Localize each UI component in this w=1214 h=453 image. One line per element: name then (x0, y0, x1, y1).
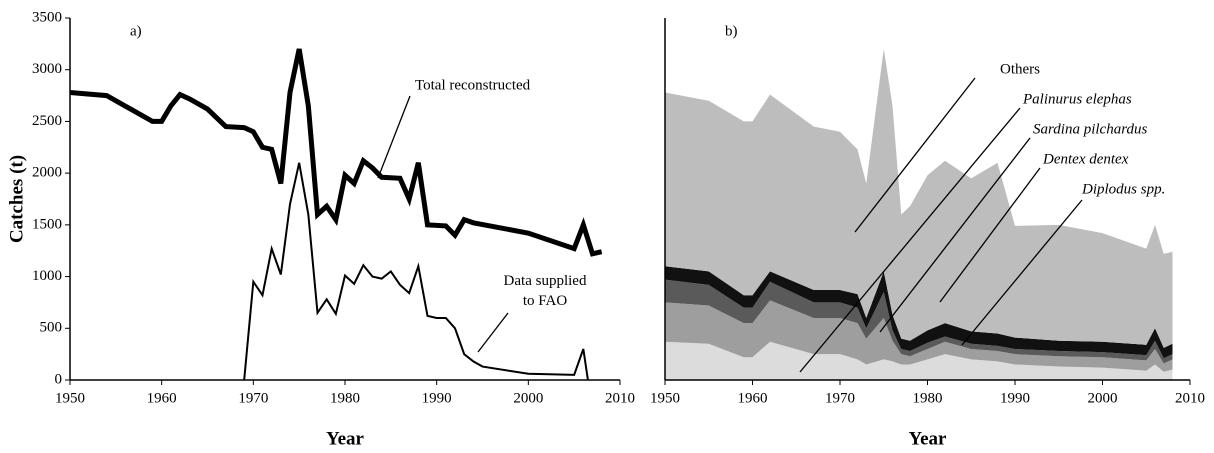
leader-line (799, 107, 1021, 373)
panel-label: b) (725, 23, 738, 39)
x-tick-label: 1950 (650, 390, 680, 406)
y-tick-label: 500 (40, 320, 63, 336)
annotation: Total reconstructed (415, 77, 531, 93)
leader-line (879, 137, 1031, 333)
annotation: Sardina pilchardus (1033, 121, 1147, 137)
line (243, 162, 589, 381)
area (665, 341, 1173, 380)
y-tick-label: 3000 (32, 61, 62, 77)
x-tick-label: 2010 (1175, 390, 1205, 406)
y-tick-label: 1000 (32, 268, 62, 284)
x-tick-label: 1980 (913, 390, 943, 406)
x-tick-label: 1960 (738, 390, 768, 406)
x-axis-title: Year (909, 428, 948, 449)
x-tick-label: 2010 (605, 390, 635, 406)
leader-line (854, 77, 976, 233)
annotation: Others (1000, 61, 1040, 77)
area (665, 279, 1173, 364)
leader-line (961, 199, 1083, 346)
y-axis-title: Catches (t) (6, 155, 27, 243)
x-tick-label: 1960 (147, 390, 177, 406)
annotation-line: Data supplied (504, 273, 587, 289)
annotation: Diplodus spp. (1081, 181, 1165, 197)
annotation-line: to FAO (523, 293, 567, 309)
x-tick-label: 2000 (513, 390, 543, 406)
x-axis-title: Year (326, 428, 365, 449)
annotation: Data supplied to FAO (504, 273, 587, 309)
leader-line (939, 167, 1041, 303)
x-tick-label: 1970 (825, 390, 855, 406)
x-tick-label: 1950 (55, 390, 85, 406)
area (665, 49, 1173, 348)
y-tick-label: 0 (55, 371, 63, 387)
area (665, 300, 1173, 372)
x-tick-label: 1970 (238, 390, 268, 406)
y-tick-label: 3500 (32, 9, 62, 25)
x-tick-label: 1990 (422, 390, 452, 406)
annotation: Dentex dentex (1042, 151, 1129, 167)
y-tick-label: 1500 (32, 216, 62, 232)
y-tick-label: 2000 (32, 165, 62, 181)
leader-line (377, 95, 411, 179)
line (69, 48, 603, 257)
leader-line (477, 312, 509, 353)
panel-label: a) (130, 23, 142, 39)
y-tick-label: 2500 (32, 113, 62, 129)
x-tick-label: 2000 (1088, 390, 1118, 406)
x-tick-label: 1980 (330, 390, 360, 406)
x-tick-label: 1990 (1000, 390, 1030, 406)
annotation: Palinurus elephas (1022, 91, 1132, 107)
area (665, 266, 1173, 359)
